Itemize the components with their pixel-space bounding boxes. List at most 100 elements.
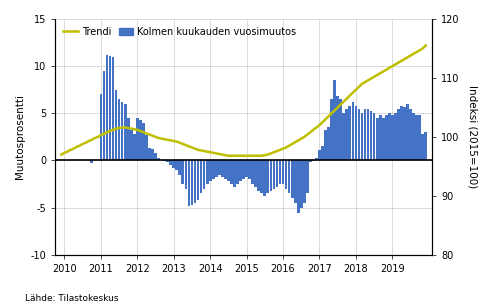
Bar [184, 161, 187, 189]
Bar [118, 99, 120, 161]
Bar [333, 80, 336, 161]
Bar [273, 161, 275, 189]
Bar [187, 161, 190, 206]
Bar [297, 161, 300, 213]
Bar [294, 161, 296, 203]
Bar [121, 102, 123, 161]
Bar [221, 161, 224, 178]
Bar [394, 113, 397, 161]
Bar [352, 102, 354, 161]
Bar [270, 161, 272, 191]
Bar [282, 161, 284, 184]
Bar [197, 161, 199, 200]
Bar [200, 161, 203, 193]
Bar [424, 132, 427, 161]
Bar [315, 158, 318, 161]
Bar [354, 106, 357, 161]
Bar [203, 161, 206, 189]
Bar [276, 161, 279, 187]
Bar [242, 161, 245, 179]
Bar [170, 161, 172, 165]
Bar [191, 161, 193, 205]
Bar [306, 161, 309, 193]
Bar [263, 161, 266, 196]
Bar [391, 115, 394, 161]
Bar [212, 161, 214, 179]
Bar [148, 148, 151, 161]
Bar [406, 104, 409, 161]
Bar [194, 161, 196, 203]
Legend: Trendi, Kolmen kuukauden vuosimuutos: Trendi, Kolmen kuukauden vuosimuutos [60, 24, 299, 40]
Bar [227, 161, 230, 181]
Bar [324, 130, 327, 161]
Bar [103, 71, 106, 161]
Bar [300, 161, 303, 208]
Bar [357, 109, 360, 161]
Bar [236, 161, 239, 184]
Bar [100, 95, 102, 161]
Bar [349, 106, 351, 161]
Bar [336, 96, 339, 161]
Bar [327, 127, 330, 161]
Bar [330, 99, 333, 161]
Bar [160, 160, 163, 161]
Bar [418, 115, 421, 161]
Bar [108, 56, 111, 161]
Bar [376, 118, 379, 161]
Bar [385, 115, 387, 161]
Bar [106, 55, 108, 161]
Bar [248, 161, 251, 179]
Bar [215, 161, 217, 178]
Bar [360, 113, 363, 161]
Y-axis label: Indeksi (2015=100): Indeksi (2015=100) [468, 85, 478, 188]
Bar [157, 158, 160, 161]
Bar [303, 161, 306, 203]
Bar [288, 161, 290, 193]
Bar [284, 161, 287, 189]
Y-axis label: Muutosprosentti: Muutosprosentti [15, 94, 25, 179]
Bar [409, 109, 412, 161]
Bar [151, 149, 154, 161]
Bar [403, 107, 406, 161]
Bar [321, 146, 324, 161]
Bar [412, 113, 415, 161]
Bar [178, 161, 181, 174]
Bar [382, 118, 385, 161]
Bar [364, 109, 366, 161]
Bar [373, 113, 376, 161]
Bar [343, 113, 345, 161]
Bar [218, 161, 221, 174]
Bar [181, 161, 184, 184]
Bar [209, 161, 211, 181]
Bar [115, 90, 117, 161]
Bar [254, 161, 257, 187]
Bar [251, 161, 254, 184]
Bar [224, 161, 227, 179]
Bar [166, 161, 169, 162]
Bar [239, 161, 242, 181]
Bar [422, 134, 424, 161]
Bar [257, 161, 260, 191]
Bar [370, 112, 373, 161]
Bar [90, 161, 93, 163]
Bar [415, 115, 418, 161]
Bar [367, 109, 369, 161]
Bar [379, 115, 382, 161]
Bar [206, 161, 209, 184]
Bar [267, 161, 269, 193]
Bar [142, 123, 145, 161]
Bar [173, 161, 175, 168]
Bar [136, 118, 139, 161]
Bar [388, 113, 390, 161]
Bar [291, 161, 293, 198]
Bar [111, 57, 114, 161]
Bar [154, 153, 157, 161]
Bar [139, 120, 141, 161]
Bar [339, 99, 342, 161]
Bar [230, 161, 233, 184]
Bar [133, 134, 136, 161]
Bar [124, 104, 127, 161]
Bar [309, 161, 312, 162]
Bar [245, 161, 248, 178]
Bar [346, 109, 348, 161]
